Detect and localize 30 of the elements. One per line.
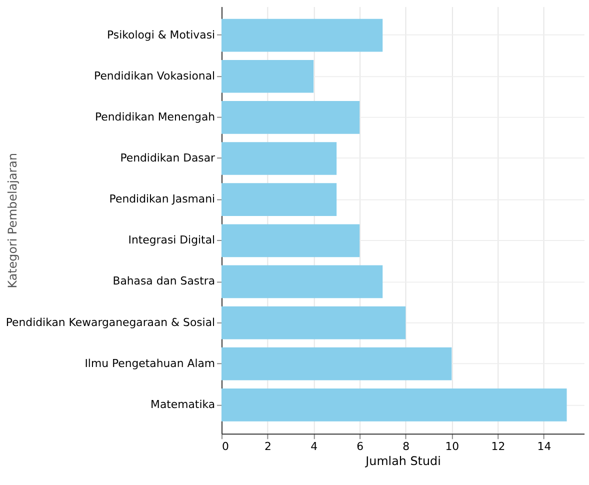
bar: [221, 306, 406, 340]
y-tick-label: Pendidikan Jasmani: [109, 192, 216, 206]
bar: [221, 60, 314, 93]
y-tick-label: Pendidikan Kewarganegaraan & Sosial: [6, 316, 216, 329]
y-tick-label: Pendidikan Dasar: [120, 151, 216, 164]
bar: [221, 101, 360, 134]
bar: [221, 183, 337, 216]
x-tick-label: 12: [491, 440, 506, 454]
x-tick-label: 6: [356, 440, 364, 454]
x-tick-label: 0: [222, 440, 229, 454]
y-tick-label: Ilmu Pengetahuan Alam: [84, 356, 216, 370]
bar: [221, 18, 383, 52]
bar: [221, 347, 452, 380]
x-tick-label: 4: [310, 440, 318, 454]
x-tick-label: 14: [537, 440, 552, 454]
y-tick-label: Bahasa dan Sastra: [112, 274, 216, 288]
y-tick-label: Pendidikan Vokasional: [94, 69, 216, 82]
x-tick-label: 8: [402, 440, 410, 454]
y-axis-title: Kategori Pembelajaran: [5, 152, 20, 288]
y-tick-label: Psikologi & Motivasi: [107, 28, 216, 42]
y-tick-label: Integrasi Digital: [128, 234, 216, 247]
x-tick-label: 10: [445, 440, 460, 454]
x-axis-title: Jumlah Studi: [364, 454, 441, 468]
y-tick-label: Pendidikan Menengah: [94, 110, 216, 124]
bar: [221, 388, 567, 422]
bar: [221, 265, 383, 298]
x-tick-label: 2: [264, 440, 272, 454]
bar: [221, 224, 360, 258]
bar: [221, 142, 337, 175]
y-tick-label: Matematika: [150, 398, 216, 411]
